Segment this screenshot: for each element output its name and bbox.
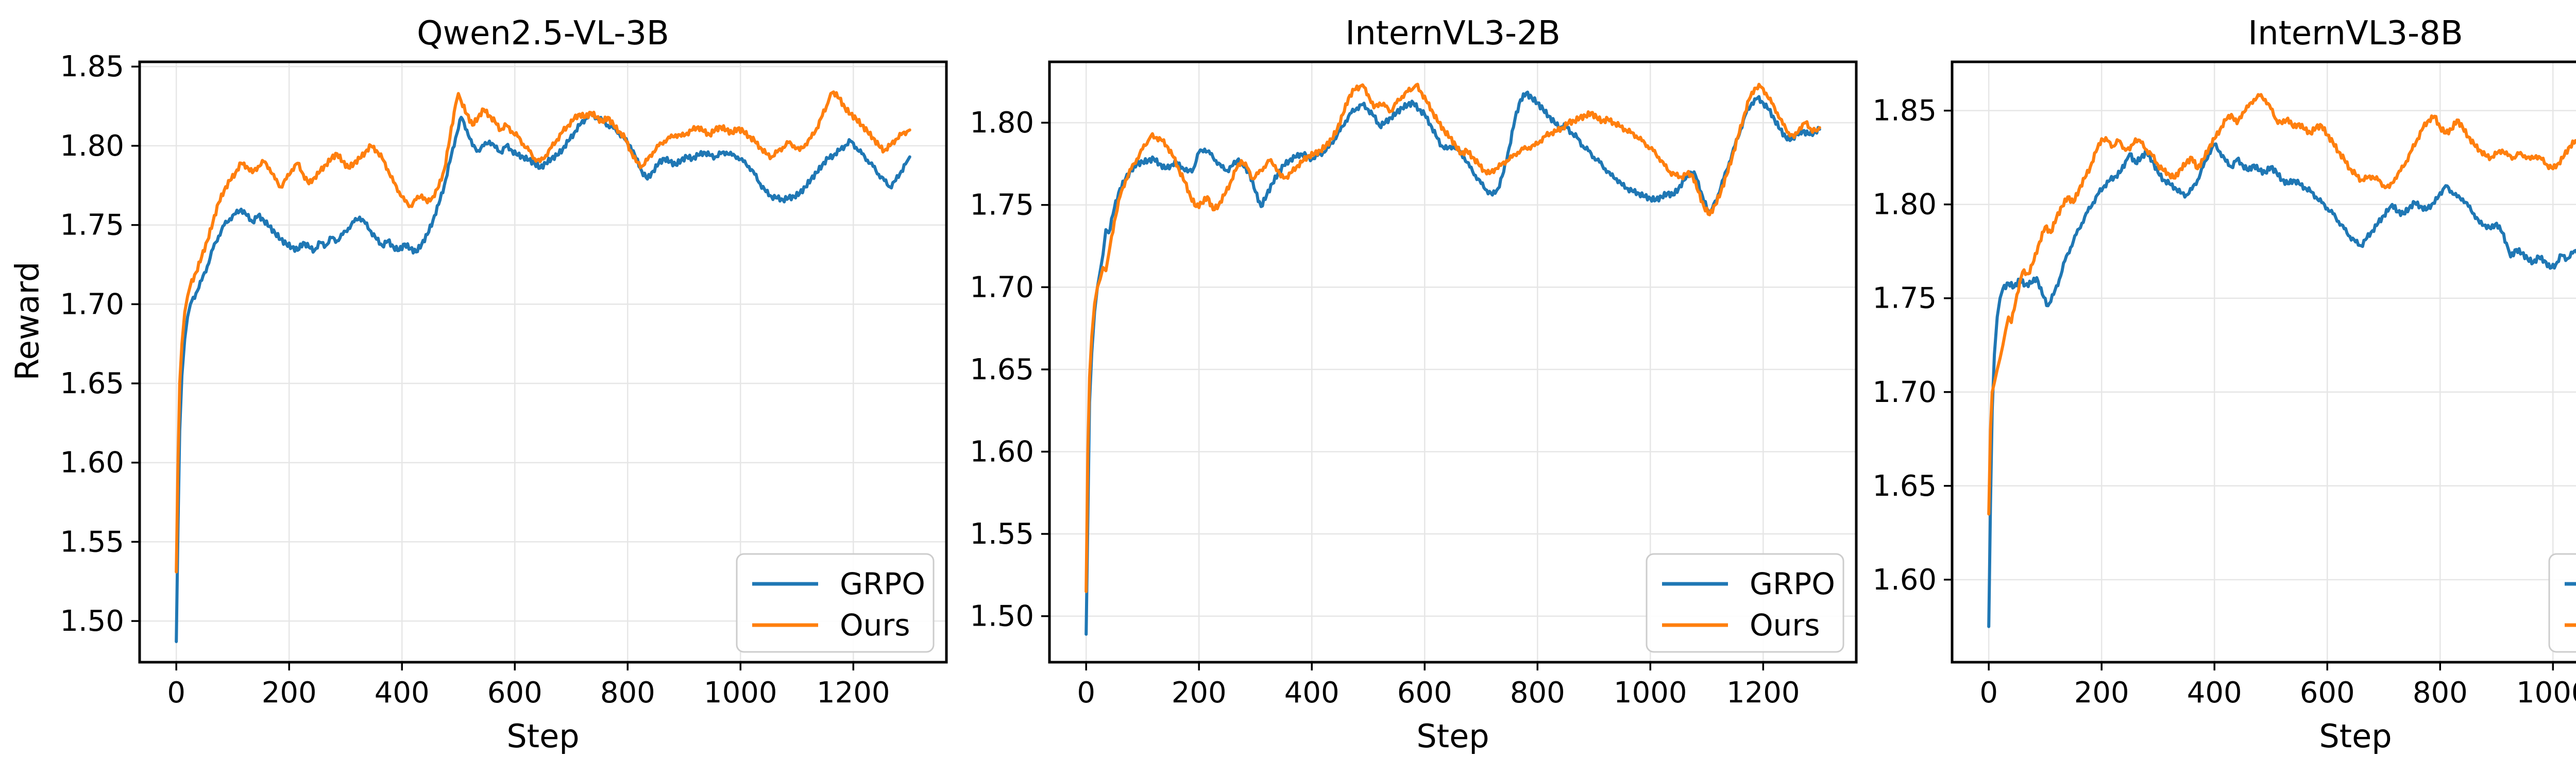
series-line-ours <box>1987 93 2576 516</box>
y-tick-label: 1.70 <box>970 271 1034 304</box>
x-tick-label: 800 <box>600 676 655 710</box>
y-tick-label: 1.70 <box>60 288 124 321</box>
y-tick-label: 1.50 <box>970 600 1034 633</box>
axes-spines <box>1048 60 1858 664</box>
y-tick-label: 1.65 <box>1872 469 1937 503</box>
x-tick-label: 800 <box>2413 676 2468 710</box>
x-tick-label: 400 <box>2187 676 2242 710</box>
x-tick-label: 1000 <box>1614 676 1687 710</box>
legend-label-ours: Ours <box>1750 608 1820 643</box>
y-tick-label: 1.65 <box>60 367 124 400</box>
y-tick-label: 1.75 <box>970 189 1034 222</box>
subplot-title-internvl8b: InternVL3-8B <box>2248 14 2463 53</box>
y-tick-label: 1.80 <box>1872 188 1937 222</box>
y-tick-label: 1.55 <box>60 525 124 559</box>
x-tick-label: 600 <box>1397 676 1452 710</box>
series-line-ours <box>1084 82 1821 593</box>
y-tick-label: 1.75 <box>60 209 124 242</box>
x-tick-label: 0 <box>1077 676 1095 710</box>
x-tick-label: 400 <box>1284 676 1340 710</box>
series-line-grpo <box>1987 142 2576 628</box>
x-axis-label-step-3: Step <box>2319 717 2392 755</box>
legend-box <box>736 553 935 653</box>
x-axis-label-step-1: Step <box>506 717 580 755</box>
x-tick-label: 200 <box>262 676 317 710</box>
x-tick-label: 1000 <box>704 676 777 710</box>
y-tick-label: 1.65 <box>970 353 1034 386</box>
y-tick-label: 1.60 <box>60 446 124 480</box>
y-tick-label: 1.70 <box>1872 376 1937 409</box>
y-tick-label: 1.75 <box>1872 282 1937 315</box>
legend-label-grpo: GRPO <box>840 566 925 601</box>
x-tick-label: 200 <box>1172 676 1227 710</box>
legend-label-grpo: GRPO <box>1750 566 1835 601</box>
x-tick-label: 1200 <box>1726 676 1800 710</box>
y-tick-label: 1.80 <box>970 106 1034 140</box>
axes-spines <box>1951 60 2576 664</box>
x-tick-label: 600 <box>487 676 543 710</box>
x-axis-label-step-2: Step <box>1416 717 1489 755</box>
x-tick-label: 400 <box>375 676 430 710</box>
x-tick-label: 1200 <box>817 676 890 710</box>
y-tick-label: 1.85 <box>1872 94 1937 128</box>
subplot-title-qwen: Qwen2.5-VL-3B <box>417 14 669 53</box>
series-line-grpo <box>1084 90 1821 636</box>
legend-box <box>2548 553 2576 653</box>
x-tick-label: 0 <box>1979 676 1998 710</box>
axes-spines <box>138 60 948 664</box>
series-line-grpo <box>175 111 911 643</box>
y-tick-label: 1.60 <box>1872 563 1937 597</box>
y-tick-label: 1.50 <box>60 604 124 638</box>
subplot-title-internvl2b: InternVL3-2B <box>1345 14 1561 53</box>
legend-label-ours: Ours <box>840 608 910 643</box>
x-tick-label: 0 <box>167 676 185 710</box>
x-tick-label: 600 <box>2300 676 2355 710</box>
y-tick-label: 1.80 <box>60 129 124 163</box>
y-tick-label: 1.85 <box>60 50 124 83</box>
x-tick-label: 1000 <box>2516 676 2576 710</box>
y-tick-label: 1.60 <box>970 435 1034 468</box>
x-tick-label: 800 <box>1510 676 1565 710</box>
x-tick-label: 200 <box>2074 676 2129 710</box>
y-axis-label-reward: Reward <box>8 261 46 381</box>
series-line-ours <box>175 90 911 574</box>
y-tick-label: 1.55 <box>970 517 1034 551</box>
legend-box <box>1646 553 1844 653</box>
